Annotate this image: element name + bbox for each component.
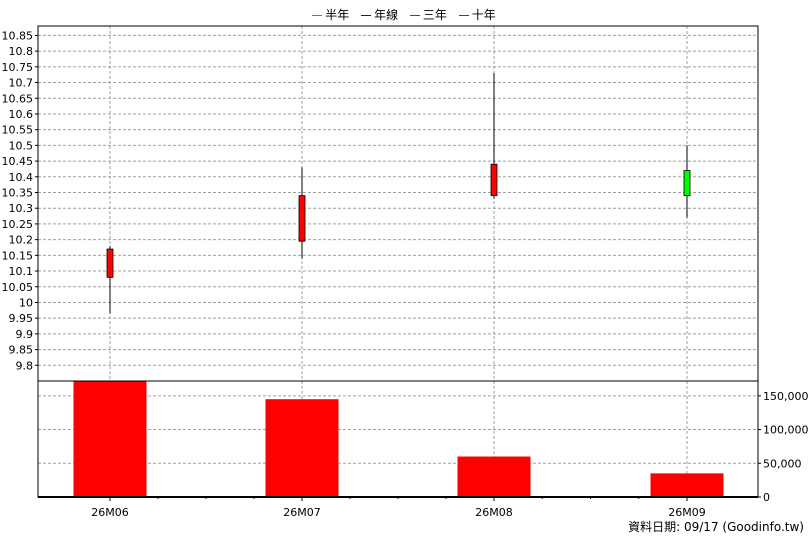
price-tick-label: 10.75 [2, 61, 34, 74]
x-tick-label: 26M06 [91, 506, 129, 519]
price-tick-label: 10.45 [2, 155, 34, 168]
legend-item-ten-year: 十年 [458, 6, 496, 23]
price-tick-label: 10.4 [9, 171, 34, 184]
price-tick-label: 10.25 [2, 218, 34, 231]
price-tick-label: 9.8 [16, 359, 34, 372]
legend-label-annual: 年線 [374, 8, 399, 22]
price-tick-label: 10.3 [9, 202, 34, 215]
legend-item-half-year: 半年 [312, 6, 349, 23]
volume-tick-label: 0 [763, 491, 770, 504]
legend-swatch-half-year [312, 15, 323, 16]
volume-tick-label: 50,000 [763, 457, 802, 470]
candle-body [683, 170, 691, 197]
volume-bar [457, 456, 531, 497]
price-tick-label: 10.7 [9, 77, 34, 90]
legend-label-three-year: 三年 [422, 8, 447, 22]
legend-swatch-annual [361, 15, 372, 16]
volume-bar [73, 381, 147, 497]
price-tick-label: 10.05 [2, 281, 34, 294]
price-tick-label: 10.8 [9, 45, 34, 58]
legend-item-three-year: 三年 [409, 6, 447, 23]
price-tick-label: 9.9 [16, 328, 34, 341]
price-tick-label: 10 [19, 296, 33, 309]
price-tick-label: 10.6 [9, 108, 34, 121]
legend-label-half-year: 半年 [325, 8, 350, 22]
price-tick-label: 9.95 [9, 312, 34, 325]
legend-swatch-three-year [409, 15, 420, 16]
legend-swatch-ten-year [458, 15, 469, 16]
volume-tick-label: 100,000 [763, 424, 808, 437]
legend: 半年 年線 三年 十年 [0, 6, 808, 23]
price-tick-label: 10.55 [2, 124, 34, 137]
candle-body [106, 248, 114, 278]
price-tick-label: 10.5 [9, 139, 34, 152]
footer-data-date: 資料日期: 09/17 (Goodinfo.tw) [628, 520, 804, 534]
candle-body [490, 163, 498, 197]
x-tick-label: 26M07 [283, 506, 321, 519]
volume-bar [650, 473, 724, 497]
price-tick-label: 10.15 [2, 249, 34, 262]
price-tick-label: 10.1 [9, 265, 34, 278]
volume-tick-label: 150,000 [763, 390, 808, 403]
price-tick-label: 10.35 [2, 187, 34, 200]
price-tick-label: 10.85 [2, 29, 34, 42]
price-tick-label: 10.2 [9, 234, 34, 247]
legend-label-ten-year: 十年 [471, 8, 496, 22]
price-tick-label: 9.85 [9, 344, 34, 357]
legend-item-annual: 年線 [361, 6, 398, 23]
volume-bar [265, 399, 339, 497]
price-tick-label: 10.65 [2, 92, 34, 105]
candle-body [298, 195, 306, 242]
x-tick-label: 26M08 [475, 506, 513, 519]
x-tick-label: 26M09 [668, 506, 706, 519]
